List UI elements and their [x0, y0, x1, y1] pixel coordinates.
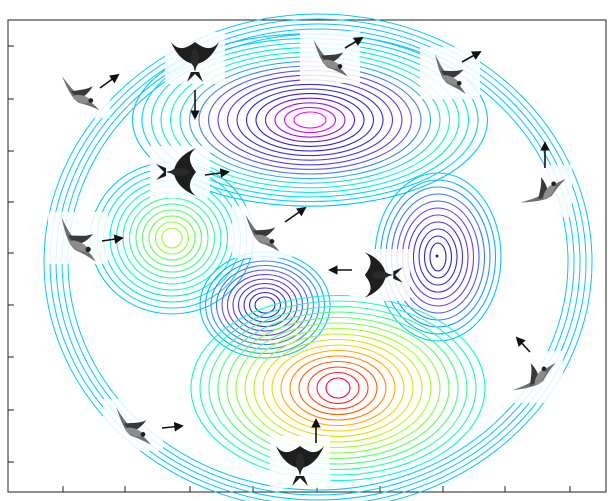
contour-line: [264, 97, 356, 143]
contour-line: [325, 377, 351, 399]
axis-ticks: [8, 45, 571, 492]
contour-line: [154, 221, 190, 255]
contour-line: [43, 13, 593, 501]
contour-line: [237, 282, 293, 328]
contour-line: [244, 327, 432, 449]
contour-family-middle-well: [199, 251, 331, 359]
contour-line: [207, 70, 413, 170]
contour-line: [217, 311, 459, 465]
bird-bottom-swallow: [270, 418, 330, 488]
contour-line: [141, 209, 203, 267]
contour-line: [418, 228, 458, 286]
heading-arrow: [161, 421, 184, 432]
contour-line: [245, 88, 375, 152]
heading-arrow: [461, 51, 482, 63]
contour-line: [161, 227, 183, 249]
contour-line: [215, 264, 315, 346]
heading-arrow: [344, 37, 364, 49]
contour-line: [232, 278, 298, 332]
bird-left-swallow: [150, 146, 230, 198]
contour-line: [235, 322, 441, 454]
contour-line: [226, 316, 450, 460]
contour-line: [289, 355, 387, 421]
contour-line: [236, 83, 384, 157]
heading-arrow: [101, 234, 124, 244]
contour-line: [253, 333, 423, 443]
heading-arrow: [515, 336, 531, 353]
contour-line: [210, 260, 320, 350]
bird-right-lower: [503, 336, 563, 403]
bird-top-left: [50, 66, 120, 118]
well-center-dot: [435, 254, 439, 258]
bird-right-swallow: [328, 249, 410, 301]
bird-top-right: [420, 47, 482, 99]
heading-arrow: [204, 168, 230, 178]
bird-top-swallow: [165, 32, 225, 120]
bird-top-center: [300, 31, 364, 83]
contour-line: [307, 366, 369, 410]
contour-line: [293, 111, 327, 129]
contour-line: [316, 371, 360, 405]
contour-family-bottom-peak: [190, 294, 486, 482]
contour-line: [221, 269, 309, 341]
contour-line: [254, 296, 276, 314]
contour-line: [271, 344, 405, 432]
contour-line: [283, 106, 337, 134]
contour-line: [280, 349, 396, 427]
contour-line: [429, 242, 447, 272]
bird-bottom-left: [103, 399, 184, 451]
contour-line: [248, 291, 282, 319]
contour-line: [135, 203, 209, 273]
contour-line: [423, 235, 453, 279]
contour-line: [115, 185, 229, 291]
contour-line: [298, 360, 378, 416]
contour-line: [262, 338, 414, 438]
bird-left: [48, 212, 124, 264]
contour-line: [274, 102, 346, 138]
heading-arrow: [284, 206, 307, 223]
contour-line: [226, 79, 394, 161]
contour-line: [199, 300, 477, 476]
axes-frame: [7, 19, 607, 493]
heading-arrow: [99, 73, 120, 89]
contour-line: [208, 305, 468, 471]
contour-line: [226, 273, 304, 337]
contour-line: [255, 93, 365, 147]
contour-line: [122, 191, 222, 285]
contour-line: [412, 221, 464, 293]
contour-line: [148, 215, 196, 261]
contour-line: [190, 294, 486, 482]
bird-icons: [48, 31, 572, 488]
bird-center: [232, 206, 307, 258]
bird-right-upper: [512, 141, 572, 217]
contour-line: [243, 287, 287, 323]
